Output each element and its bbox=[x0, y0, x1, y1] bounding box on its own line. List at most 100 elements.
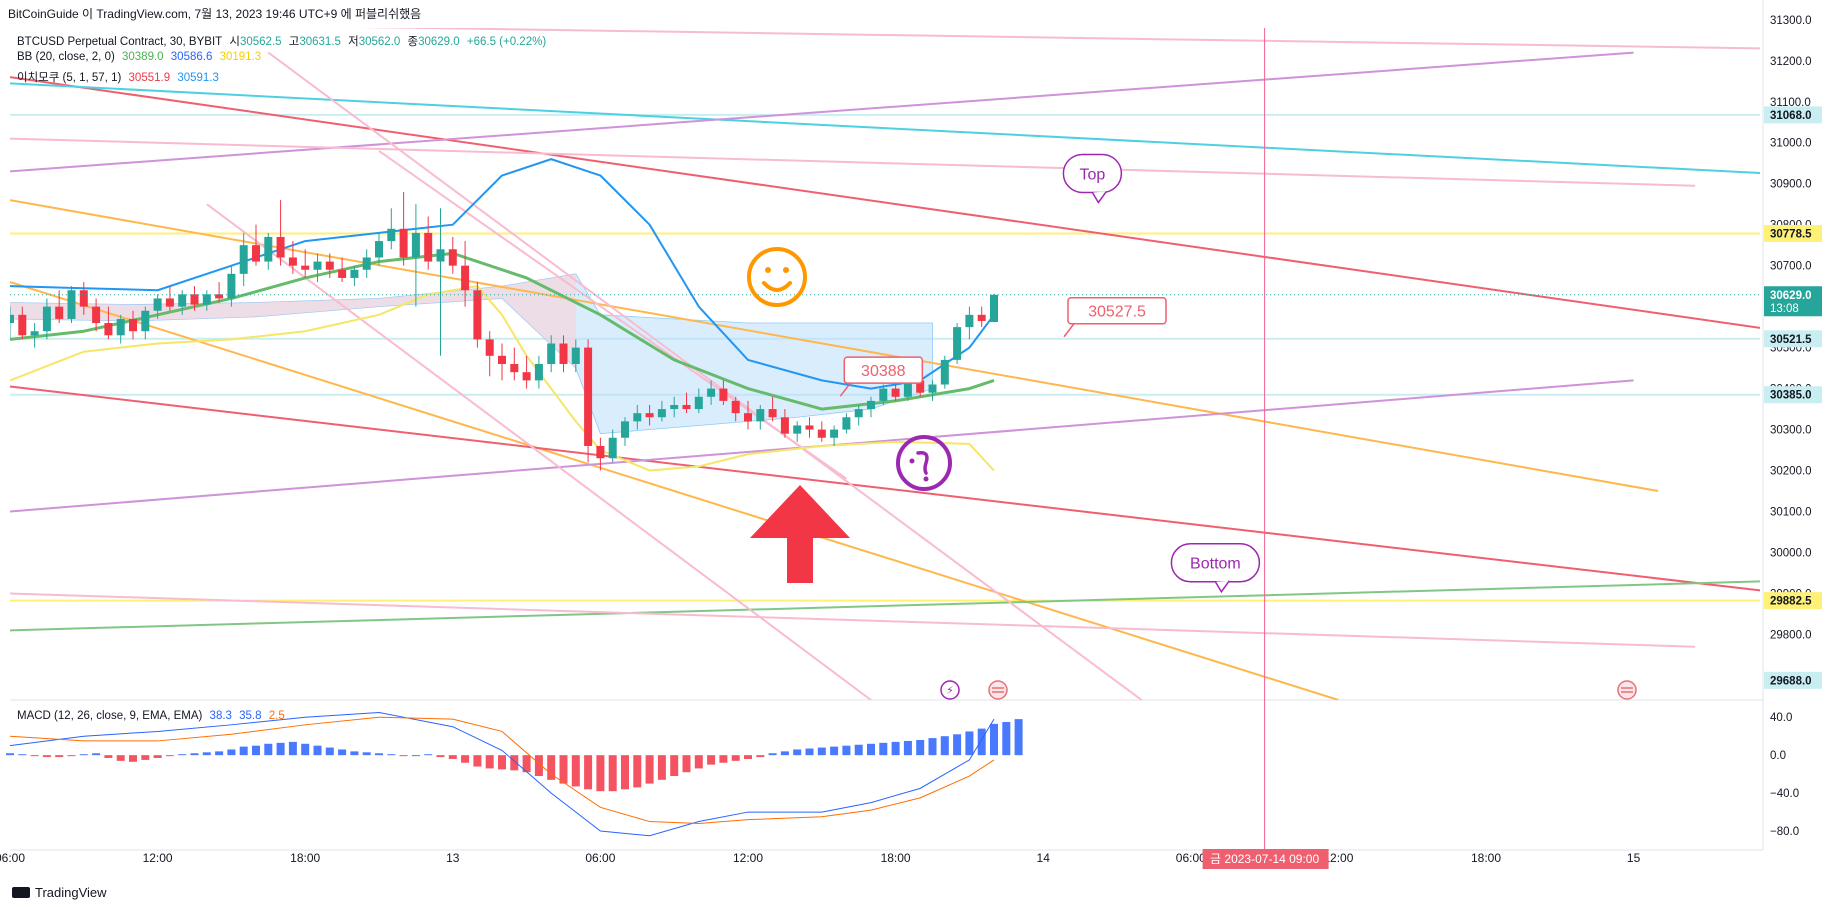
candle-body bbox=[707, 388, 716, 397]
macd-histogram-bar bbox=[436, 755, 445, 758]
smiley-eye-icon bbox=[783, 267, 789, 273]
bb-value-3: 30191.3 bbox=[219, 51, 262, 63]
macd-tick-label: −40.0 bbox=[1770, 788, 1799, 800]
candle-body bbox=[387, 228, 396, 242]
time-tick-label: 06:00 bbox=[0, 851, 25, 865]
macd-histogram-bar bbox=[42, 755, 51, 758]
candle-body bbox=[879, 388, 888, 401]
candle-body bbox=[129, 318, 137, 332]
ichimoku-label: 이치모쿠 (5, 1, 57, 1) bbox=[17, 72, 122, 84]
candle-body bbox=[990, 294, 998, 322]
candle-body bbox=[461, 265, 470, 291]
macd-legend[interactable]: MACD (12, 26, close, 9, EMA, EMA) 38.3 3… bbox=[17, 710, 289, 722]
macd-histogram-bar bbox=[485, 755, 494, 769]
macd-histogram-bar bbox=[30, 755, 39, 757]
symbol-legend: BTCUSD Perpetual Contract, 30, BYBIT 시30… bbox=[17, 33, 550, 49]
callout-bubble[interactable]: 30388 bbox=[839, 356, 924, 397]
callout-bubble[interactable]: Top bbox=[1062, 153, 1123, 204]
time-tick-label: 12:00 bbox=[1323, 851, 1353, 865]
us-flag-icon bbox=[1617, 680, 1637, 700]
macd-histogram-bar bbox=[6, 753, 14, 756]
macd-histogram-bar bbox=[953, 734, 962, 756]
macd-histogram-bar bbox=[399, 755, 408, 757]
macd-histogram-bar bbox=[510, 755, 519, 771]
macd-histogram-bar bbox=[313, 745, 322, 756]
macd-histogram-bar bbox=[190, 753, 199, 756]
macd-histogram-bar bbox=[633, 755, 642, 788]
smiley-eye-icon bbox=[765, 267, 771, 273]
ichimoku-legend[interactable]: 이치모쿠 (5, 1, 57, 1) 30551.9 30591.3 bbox=[17, 69, 223, 85]
macd-histogram-bar bbox=[411, 755, 420, 757]
macd-histogram-bar bbox=[990, 723, 998, 756]
callout-text: Top bbox=[1080, 166, 1106, 183]
smiley-face-icon bbox=[747, 247, 807, 307]
candle-body bbox=[313, 261, 322, 270]
macd-histogram-bar bbox=[252, 745, 260, 756]
symbol-name[interactable]: BTCUSD Perpetual Contract, 30, BYBIT bbox=[17, 36, 223, 48]
price-tick-label: 30000.0 bbox=[1770, 547, 1812, 559]
callout-text: 30388 bbox=[861, 363, 906, 380]
price-label-badge bbox=[1764, 592, 1822, 610]
callout-bubble[interactable]: Bottom bbox=[1170, 542, 1261, 594]
ohlc-l-label: 저 bbox=[348, 36, 359, 48]
candle-body bbox=[953, 327, 962, 360]
macd-histogram-bar bbox=[215, 751, 224, 756]
callout-bubble[interactable]: 30527.5 bbox=[1063, 296, 1167, 338]
candle-body bbox=[756, 409, 765, 422]
candle-body bbox=[436, 249, 445, 262]
macd-value-3: 2.5 bbox=[268, 710, 285, 722]
candle-body bbox=[694, 396, 703, 410]
candle-body bbox=[903, 380, 912, 397]
macd-histogram-bar bbox=[350, 751, 359, 756]
macd-histogram-bar bbox=[18, 754, 27, 756]
price-label-badge bbox=[1764, 671, 1822, 689]
ohlc-h: 30631.5 bbox=[299, 36, 341, 48]
ichimoku-value-1: 30551.9 bbox=[128, 72, 171, 84]
macd-histogram-bar bbox=[362, 752, 371, 756]
macd-histogram-bar bbox=[387, 754, 396, 756]
price-tick-label: 29800.0 bbox=[1770, 629, 1812, 641]
candle-body bbox=[18, 314, 27, 336]
candle-body bbox=[498, 355, 506, 364]
trendline bbox=[10, 580, 1760, 632]
macd-histogram-bar bbox=[891, 741, 900, 756]
price-tick-label: 31000.0 bbox=[1770, 138, 1812, 150]
macd-histogram-bar bbox=[682, 755, 691, 773]
price-tick-label: 30300.0 bbox=[1770, 425, 1812, 437]
bb-value-2: 30586.6 bbox=[170, 51, 213, 63]
macd-histogram-bar bbox=[756, 755, 765, 758]
macd-histogram-bar bbox=[694, 755, 703, 769]
macd-histogram-bar bbox=[325, 747, 334, 756]
macd-histogram-bar bbox=[473, 755, 482, 767]
bb-legend[interactable]: BB (20, close, 2, 0) 30389.0 30586.6 301… bbox=[17, 51, 265, 63]
candle-body bbox=[411, 232, 420, 258]
up-arrow-icon bbox=[750, 485, 850, 583]
macd-histogram-bar bbox=[202, 752, 211, 756]
candle-body bbox=[817, 429, 826, 438]
ohlc-change: +66.5 (+0.22%) bbox=[466, 36, 547, 48]
macd-histogram-bar bbox=[731, 755, 740, 761]
price-tick-label: 30100.0 bbox=[1770, 507, 1812, 519]
price-label-countdown: 13:08 bbox=[1770, 303, 1799, 315]
price-label-badge bbox=[1764, 106, 1822, 124]
macd-histogram-bar bbox=[830, 746, 839, 756]
candle-body bbox=[596, 445, 605, 459]
candle-body bbox=[645, 413, 654, 418]
macd-histogram-bar bbox=[79, 754, 88, 756]
tradingview-watermark[interactable]: TradingView bbox=[12, 885, 107, 900]
callout-text: 30527.5 bbox=[1088, 304, 1146, 321]
callout-text: Bottom bbox=[1190, 556, 1241, 573]
time-highlight-badge bbox=[1202, 849, 1329, 869]
price-label-badge bbox=[1764, 286, 1822, 317]
macd-histogram-bar bbox=[67, 755, 76, 757]
macd-pane bbox=[6, 711, 1023, 837]
macd-histogram-bar bbox=[645, 755, 654, 784]
trendline bbox=[10, 199, 1659, 493]
macd-histogram-bar bbox=[141, 755, 150, 760]
macd-histogram-bar bbox=[534, 755, 543, 777]
candle-body bbox=[153, 298, 162, 311]
macd-histogram-bar bbox=[239, 746, 248, 756]
macd-histogram-bar bbox=[670, 755, 679, 777]
macd-signal-line bbox=[9, 716, 995, 824]
